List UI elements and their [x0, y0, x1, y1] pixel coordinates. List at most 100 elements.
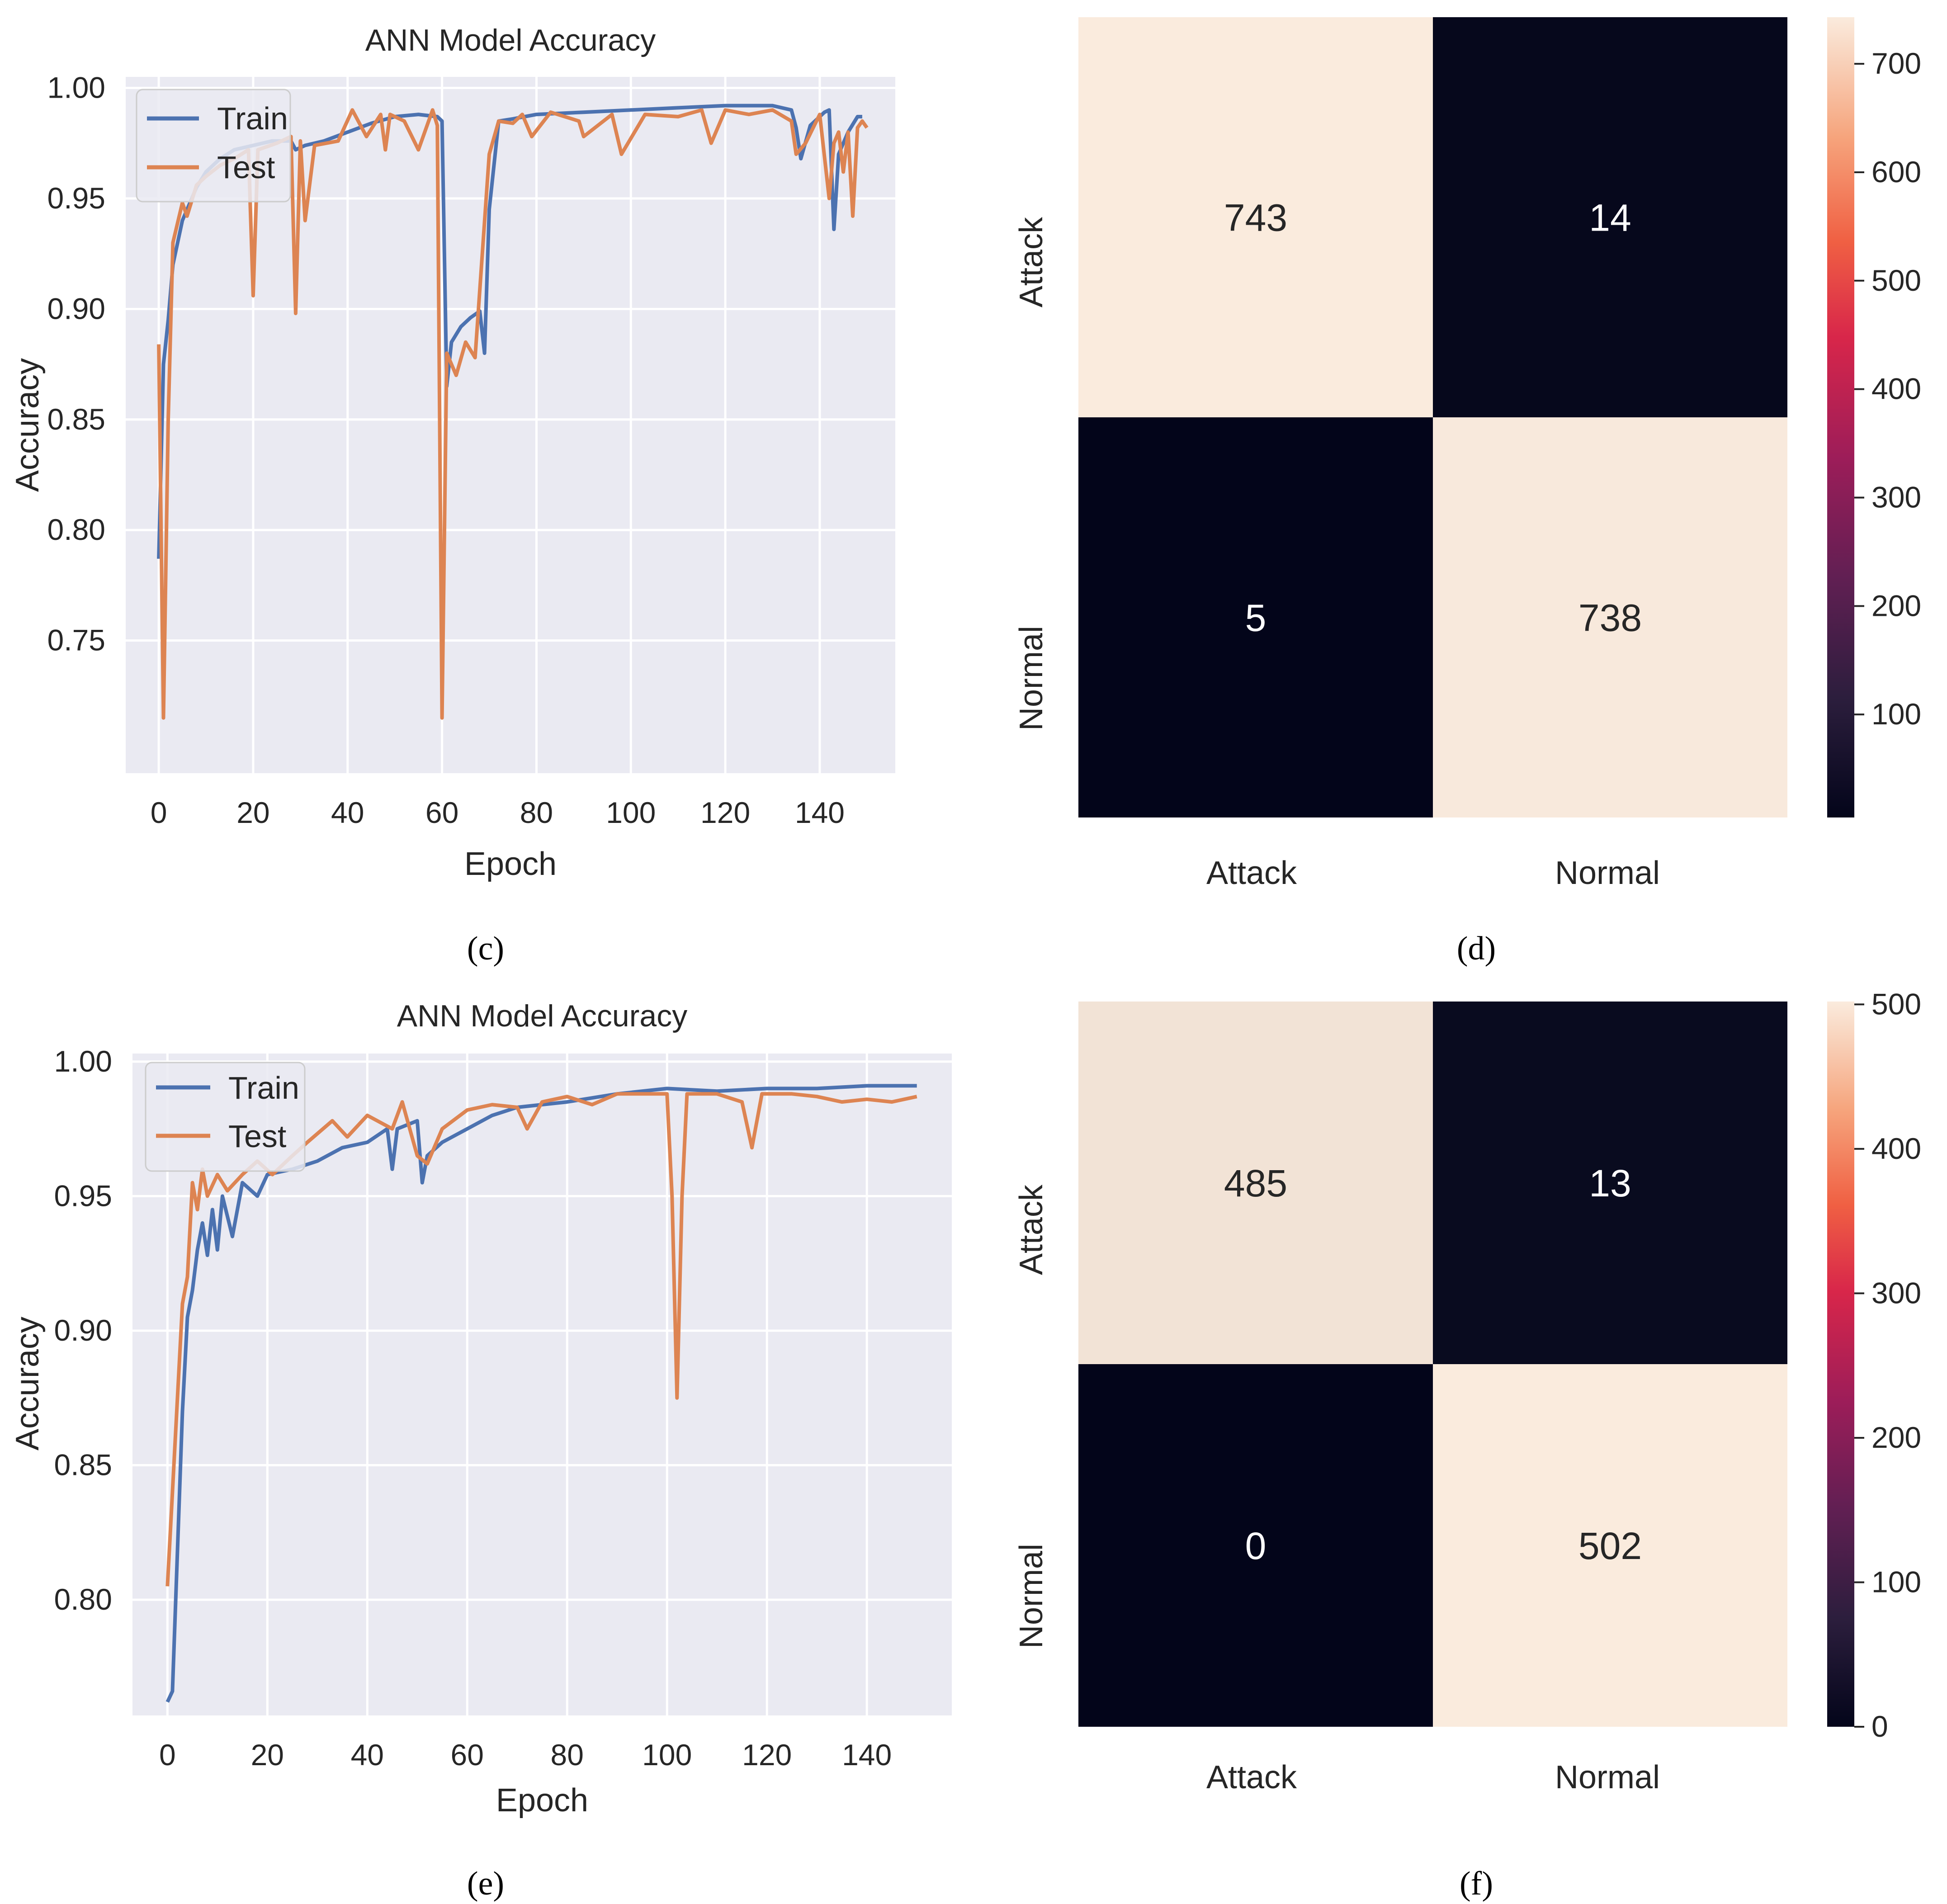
e-x-tick-label: 100	[642, 1738, 692, 1772]
legend-train-label-c: Train	[217, 101, 288, 136]
c-x-tick-label: 120	[700, 796, 750, 829]
f-cell-value: 485	[1224, 1162, 1287, 1205]
row-label-attack-f: Attack	[1013, 1184, 1049, 1275]
c-x-tick-label: 60	[425, 796, 458, 829]
f-cell-1-0	[1078, 1364, 1433, 1727]
f-cell-0-0	[1078, 1002, 1433, 1364]
e-y-tick-label: 0.95	[54, 1179, 112, 1212]
d-cell-value: 14	[1589, 197, 1631, 239]
d-cell-1-0	[1078, 417, 1433, 817]
caption-d: (d)	[1457, 930, 1496, 967]
legend-c: Train Test	[136, 89, 291, 203]
row-label-normal-f: Normal	[1013, 1544, 1049, 1649]
c-series-test-line	[157, 108, 869, 720]
col-label-attack-f: Attack	[1206, 1759, 1297, 1795]
col-label-normal-d: Normal	[1555, 855, 1660, 891]
x-axis-label-e: Epoch	[496, 1782, 588, 1819]
y-tick-labels-c: 0.75 0.80 0.85 0.90 0.95 1.00	[47, 71, 105, 657]
d-cell-0-1	[1433, 17, 1787, 417]
d-cell-value: 738	[1578, 597, 1642, 639]
e-x-tick-label: 80	[551, 1738, 584, 1772]
y-tick-labels-e: 0.80 0.85 0.90 0.95 1.00	[54, 1044, 112, 1616]
col-label-attack-d: Attack	[1206, 855, 1297, 891]
c-y-tick-label: 0.80	[47, 513, 105, 546]
x-tick-labels-e: 0 20 40 60 80 100 120 140	[159, 1738, 892, 1772]
f-colorbar-tick-label: 0	[1871, 1710, 1888, 1743]
f-colorbar-tick-label: 200	[1871, 1421, 1921, 1454]
d-colorbar-tick-label: 100	[1871, 697, 1921, 731]
accuracy-chart-c: ANN Model Accuracy Epoch Accuracy 0 20 40 6…	[9, 23, 895, 967]
d-colorbar-tick-label: 500	[1871, 264, 1921, 297]
d-colorbar-tick-label: 700	[1871, 47, 1921, 80]
chart-title-c: ANN Model Accuracy	[365, 23, 656, 57]
f-cell-value: 0	[1245, 1525, 1266, 1567]
legend-train-label-e: Train	[228, 1070, 299, 1106]
e-x-tick-label: 40	[351, 1738, 384, 1772]
e-x-tick-label: 0	[159, 1738, 176, 1772]
f-colorbar-tick-label: 300	[1871, 1276, 1921, 1309]
f-cell-value: 13	[1589, 1162, 1631, 1205]
grid-c	[126, 77, 895, 773]
f-colorbar-tick-label: 400	[1871, 1132, 1921, 1165]
heatmap-cells-f: 485 13 0 502	[1078, 1002, 1787, 1727]
x-tick-labels-c: 0 20 40 60 80 100 120 140	[151, 796, 845, 829]
e-x-tick-label: 60	[451, 1738, 484, 1772]
d-cell-1-1	[1433, 417, 1787, 817]
e-x-tick-label: 140	[842, 1738, 892, 1772]
d-colorbar-tick-label: 600	[1871, 155, 1921, 189]
e-y-tick-label: 0.85	[54, 1448, 112, 1482]
legend-box-e	[145, 1062, 306, 1172]
col-label-normal-f: Normal	[1555, 1759, 1660, 1795]
c-y-tick-label: 1.00	[47, 71, 105, 104]
c-x-tick-label: 140	[795, 796, 845, 829]
e-x-tick-label: 20	[251, 1738, 284, 1772]
e-series-test-line	[165, 1092, 917, 1587]
f-colorbar-tick-label: 500	[1871, 987, 1921, 1021]
f-cell-1-1	[1433, 1364, 1787, 1727]
row-label-normal-d: Normal	[1013, 626, 1049, 731]
d-cell-value: 743	[1224, 197, 1287, 239]
colorbar-ticks-d: 100 200 300 400 500 600 700	[1854, 47, 1921, 731]
colorbar-ticks-f: 0 100 200 300 400 500	[1854, 987, 1921, 1743]
c-x-tick-label: 20	[236, 796, 269, 829]
confusion-matrix-f: 485 13 0 502 Attack Normal Attack Normal 0 1…	[1013, 987, 1921, 1902]
f-cell-value: 502	[1578, 1525, 1642, 1567]
c-x-tick-label: 80	[520, 796, 553, 829]
colorbar-d	[1827, 17, 1854, 817]
x-axis-label-c: Epoch	[464, 846, 557, 882]
d-colorbar-tick-label: 200	[1871, 589, 1921, 622]
c-x-tick-label: 40	[331, 796, 364, 829]
y-axis-label-e: Accuracy	[9, 1317, 46, 1450]
accuracy-chart-e: ANN Model Accuracy Epoch Accuracy 0 20 40 6…	[9, 999, 952, 1902]
d-cell-0-0	[1078, 17, 1433, 417]
d-colorbar-tick-label: 400	[1871, 372, 1921, 406]
colorbar-f	[1827, 1002, 1854, 1727]
d-colorbar-tick-label: 300	[1871, 480, 1921, 514]
d-cell-value: 5	[1245, 597, 1266, 639]
e-y-tick-label: 0.90	[54, 1313, 112, 1347]
grid-e	[132, 1054, 952, 1715]
f-colorbar-tick-label: 100	[1871, 1565, 1921, 1598]
c-y-tick-label: 0.95	[47, 181, 105, 215]
e-x-tick-label: 120	[742, 1738, 792, 1772]
c-y-tick-label: 0.75	[47, 624, 105, 657]
chart-title-e: ANN Model Accuracy	[397, 999, 687, 1033]
legend-e: Train Test	[145, 1062, 306, 1172]
legend-test-label-c: Test	[217, 150, 275, 185]
f-cell-0-1	[1433, 1002, 1787, 1364]
row-label-attack-d: Attack	[1013, 217, 1049, 307]
series-lines-e	[165, 1084, 917, 1703]
caption-c: (c)	[467, 930, 504, 967]
confusion-matrix-d: 743 14 5 738 Attack Normal Attack Normal 10…	[1013, 17, 1921, 967]
caption-f: (f)	[1460, 1865, 1493, 1902]
legend-test-label-e: Test	[228, 1119, 286, 1154]
c-x-tick-label: 100	[606, 796, 656, 829]
e-y-tick-label: 0.80	[54, 1583, 112, 1616]
c-y-tick-label: 0.85	[47, 402, 105, 436]
caption-e: (e)	[467, 1865, 504, 1902]
y-axis-label-c: Accuracy	[9, 358, 46, 492]
e-y-tick-label: 1.00	[54, 1044, 112, 1078]
c-x-tick-label: 0	[151, 796, 167, 829]
c-y-tick-label: 0.90	[47, 292, 105, 325]
